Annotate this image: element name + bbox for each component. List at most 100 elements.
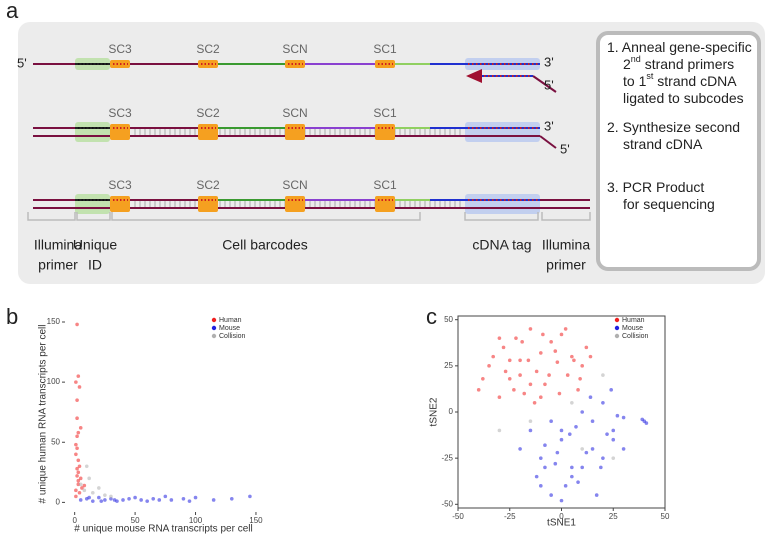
point: [555, 360, 560, 364]
point: [584, 345, 589, 350]
end-label: 3': [544, 54, 554, 69]
x-axis-label: # unique mouse RNA transcripts per cell: [74, 524, 252, 535]
point: [559, 428, 564, 433]
point: [570, 474, 574, 479]
point: [553, 461, 558, 466]
point: [497, 428, 502, 433]
y-axis-label: # unique human RNA transcripts per cell: [38, 325, 49, 504]
point: [611, 456, 616, 460]
point: [74, 452, 78, 457]
legend-marker: [211, 317, 217, 323]
step-part: st: [646, 71, 654, 81]
subcode-box: [285, 124, 305, 140]
point: [640, 417, 645, 422]
point: [539, 351, 543, 355]
region-label: cDNA tag: [472, 237, 531, 253]
region-label: ID: [88, 257, 102, 273]
point: [163, 494, 168, 499]
step-part: nd: [631, 54, 641, 64]
point: [181, 496, 186, 501]
bracket: [464, 212, 539, 221]
point: [518, 447, 522, 451]
subcode-label: SC2: [196, 42, 220, 56]
point: [139, 498, 143, 502]
cdna-highlight: [465, 194, 540, 214]
step-part: to 1: [623, 73, 647, 89]
point: [563, 484, 568, 488]
point: [507, 358, 512, 363]
region-label: primer: [38, 257, 78, 273]
subcode-label: SC1: [373, 178, 397, 192]
point: [549, 340, 553, 344]
point: [90, 490, 95, 495]
point: [87, 495, 91, 500]
point: [84, 464, 89, 469]
subcode-label: SCN: [282, 106, 307, 120]
subcode-box: [110, 196, 130, 212]
y-axis-label: tSNE2: [429, 397, 440, 426]
subcode-label: SCN: [282, 178, 307, 192]
point: [557, 391, 562, 396]
point: [621, 447, 626, 451]
step-text: to 1st strand cDNA: [623, 71, 737, 88]
legend-marker: [614, 333, 620, 339]
point: [565, 373, 570, 377]
plot-frame: [457, 315, 666, 509]
umi-highlight: [75, 194, 110, 214]
point: [76, 458, 81, 463]
point: [75, 474, 79, 478]
point: [211, 498, 216, 502]
point: [580, 410, 584, 414]
region-label: Illumina: [34, 237, 82, 253]
y-tick-label: 100: [47, 377, 61, 386]
umi-highlight: [75, 122, 110, 142]
y-tick-label: 0: [56, 497, 61, 506]
legend-label: Mouse: [622, 325, 643, 332]
point: [512, 388, 516, 392]
point: [87, 476, 91, 481]
point: [112, 498, 117, 502]
point: [78, 482, 83, 487]
point: [644, 421, 649, 425]
point: [97, 495, 101, 500]
legend-label: Collision: [622, 333, 649, 340]
point: [588, 395, 593, 400]
x-tick-label: 100: [189, 516, 203, 525]
legend-marker: [614, 317, 620, 323]
x-tick-label: 0: [559, 512, 564, 521]
step-text: 1. Anneal gene-specific: [607, 39, 752, 55]
point: [580, 364, 584, 368]
point: [75, 322, 79, 327]
y-tick-label: 0: [449, 407, 454, 416]
end-label: 5': [560, 141, 570, 156]
point: [601, 373, 605, 377]
point: [74, 488, 78, 493]
step-part: 1. Anneal gene-specific: [607, 39, 752, 55]
point: [75, 446, 79, 451]
step-text: 2. Synthesize second: [607, 119, 740, 135]
primer: [532, 75, 557, 93]
point: [476, 388, 481, 392]
point: [580, 465, 584, 470]
point: [76, 470, 81, 475]
point: [588, 354, 593, 359]
subcode-label: SC2: [196, 106, 220, 120]
y-tick-label: 50: [51, 437, 60, 446]
point: [590, 447, 595, 451]
point: [528, 382, 533, 387]
step-text: for sequencing: [623, 196, 715, 212]
step-part: ligated to subcodes: [623, 90, 744, 106]
x-tick-label: 25: [609, 512, 618, 521]
point: [543, 382, 547, 387]
point: [127, 496, 131, 501]
point: [75, 434, 79, 439]
point: [518, 373, 522, 377]
point: [553, 349, 558, 353]
legend-label: Mouse: [219, 325, 240, 332]
point: [609, 388, 613, 392]
x-tick-label: 0: [72, 516, 77, 525]
point: [77, 490, 82, 495]
point: [559, 332, 564, 337]
step-text: 3. PCR Product: [607, 179, 704, 195]
point: [103, 493, 107, 497]
